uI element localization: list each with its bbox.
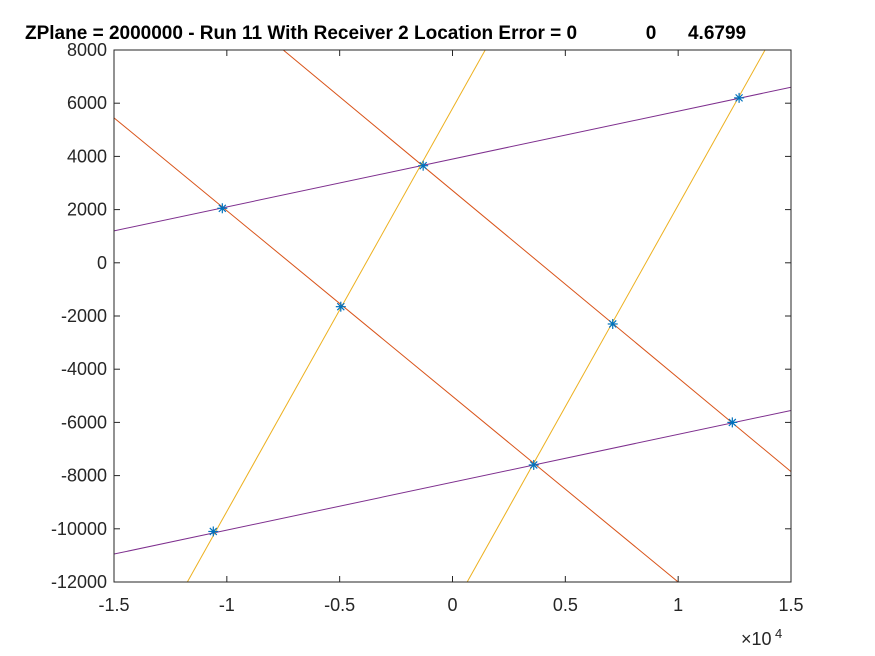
series-line bbox=[114, 117, 679, 582]
chart-title: ZPlane = 2000000 - Run 11 With Receiver … bbox=[25, 23, 746, 44]
y-tick-label: 2000 bbox=[67, 200, 107, 220]
y-tick-label: 4000 bbox=[67, 146, 107, 166]
x-tick-label: 0.5 bbox=[553, 595, 578, 615]
data-point-marker bbox=[208, 526, 219, 537]
x-exponent-base: ×10 bbox=[741, 629, 772, 649]
data-point-marker bbox=[418, 160, 429, 171]
series-line bbox=[114, 86, 791, 232]
y-tick-label: 8000 bbox=[67, 40, 107, 60]
x-tick-label: 0 bbox=[447, 595, 457, 615]
series-line bbox=[282, 50, 791, 472]
x-tick-label: 1.5 bbox=[778, 595, 803, 615]
data-point-marker bbox=[335, 301, 346, 312]
axes-box bbox=[113, 49, 792, 583]
ticks-layer: -1.5 -1 -0.5 0 0.5 1 1.5 8000 6000 4000 2000 0 -2000… bbox=[51, 40, 804, 615]
y-tick-label: 6000 bbox=[67, 93, 107, 113]
data-point-marker bbox=[734, 92, 745, 103]
y-tick-label: -12000 bbox=[51, 572, 107, 592]
y-tick-label: -2000 bbox=[61, 306, 107, 326]
x-exponent-power: 4 bbox=[775, 626, 782, 641]
series-line bbox=[466, 50, 766, 582]
series-layer bbox=[114, 50, 791, 582]
y-tick-label: -10000 bbox=[51, 519, 107, 539]
data-point-marker bbox=[217, 203, 228, 214]
x-tick-label: -1 bbox=[219, 595, 235, 615]
y-tick-label: 0 bbox=[97, 253, 107, 273]
data-point-marker bbox=[607, 318, 618, 329]
data-point-marker bbox=[528, 459, 539, 470]
y-tick-label: -8000 bbox=[61, 466, 107, 486]
y-tick-label: -4000 bbox=[61, 359, 107, 379]
series-line bbox=[114, 409, 791, 555]
x-tick-label: -0.5 bbox=[324, 595, 355, 615]
x-tick-label: -1.5 bbox=[98, 595, 129, 615]
y-tick-label: -6000 bbox=[61, 412, 107, 432]
data-point-marker bbox=[727, 417, 738, 428]
x-tick-label: 1 bbox=[673, 595, 683, 615]
series-line bbox=[186, 50, 486, 582]
x-axis-exponent: ×10 4 bbox=[741, 626, 782, 649]
